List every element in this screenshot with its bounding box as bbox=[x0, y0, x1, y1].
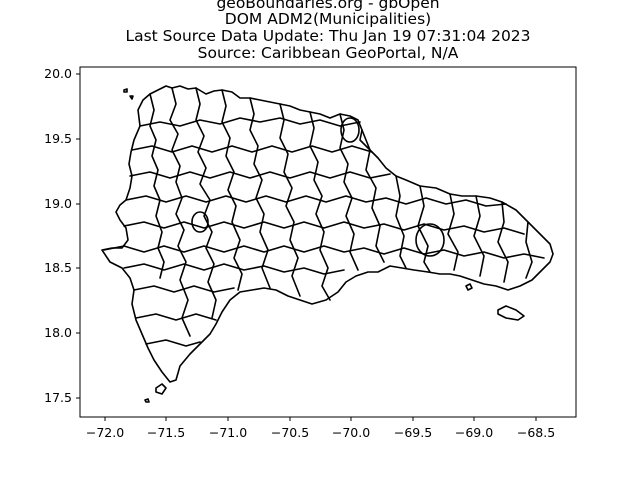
island-catalinita bbox=[465, 283, 473, 291]
title-line-1: geoBoundaries.org - gbOpen bbox=[216, 0, 439, 12]
y-tick-label: 19.0 bbox=[44, 196, 72, 211]
x-tick-label: −72.0 bbox=[86, 425, 124, 440]
island-cabrits-2 bbox=[129, 95, 134, 100]
x-tick-label: −68.5 bbox=[517, 425, 555, 440]
axes-frame bbox=[79, 66, 577, 418]
x-tick-label: −71.5 bbox=[147, 425, 185, 440]
island-saona bbox=[497, 305, 525, 321]
y-tick-label: 19.5 bbox=[44, 131, 72, 146]
island-beata bbox=[155, 383, 167, 395]
title-line-2: DOM ADM2(Municipalities) bbox=[225, 10, 431, 28]
x-tick-label: −70.0 bbox=[332, 425, 370, 440]
title-line-3: Last Source Data Update: Thu Jan 19 07:3… bbox=[125, 27, 530, 45]
x-tick-label: −69.5 bbox=[394, 425, 432, 440]
title-line-4: Source: Caribbean GeoPortal, N/A bbox=[198, 44, 459, 62]
map-area bbox=[101, 85, 554, 403]
x-tick-label: −71.0 bbox=[209, 425, 247, 440]
x-tick-label: −70.5 bbox=[271, 425, 309, 440]
municipality-boundaries bbox=[103, 87, 545, 347]
island-alto-velo bbox=[144, 398, 150, 403]
title-block: geoBoundaries.org - gbOpen DOM ADM2(Muni… bbox=[125, 0, 530, 62]
island-cabrits-1 bbox=[123, 88, 128, 93]
y-tick-label: 20.0 bbox=[44, 66, 72, 81]
y-tick-label: 18.0 bbox=[44, 325, 72, 340]
y-tick-label: 17.5 bbox=[44, 390, 72, 405]
y-tick-label: 18.5 bbox=[44, 260, 72, 275]
x-axis: −72.0 −71.5 −71.0 −70.5 −70.0 −69.5 −69.… bbox=[86, 417, 555, 440]
y-axis: 17.5 18.0 18.5 19.0 19.5 20.0 bbox=[44, 66, 80, 405]
country-outline bbox=[101, 85, 554, 383]
x-tick-label: −69.0 bbox=[455, 425, 493, 440]
